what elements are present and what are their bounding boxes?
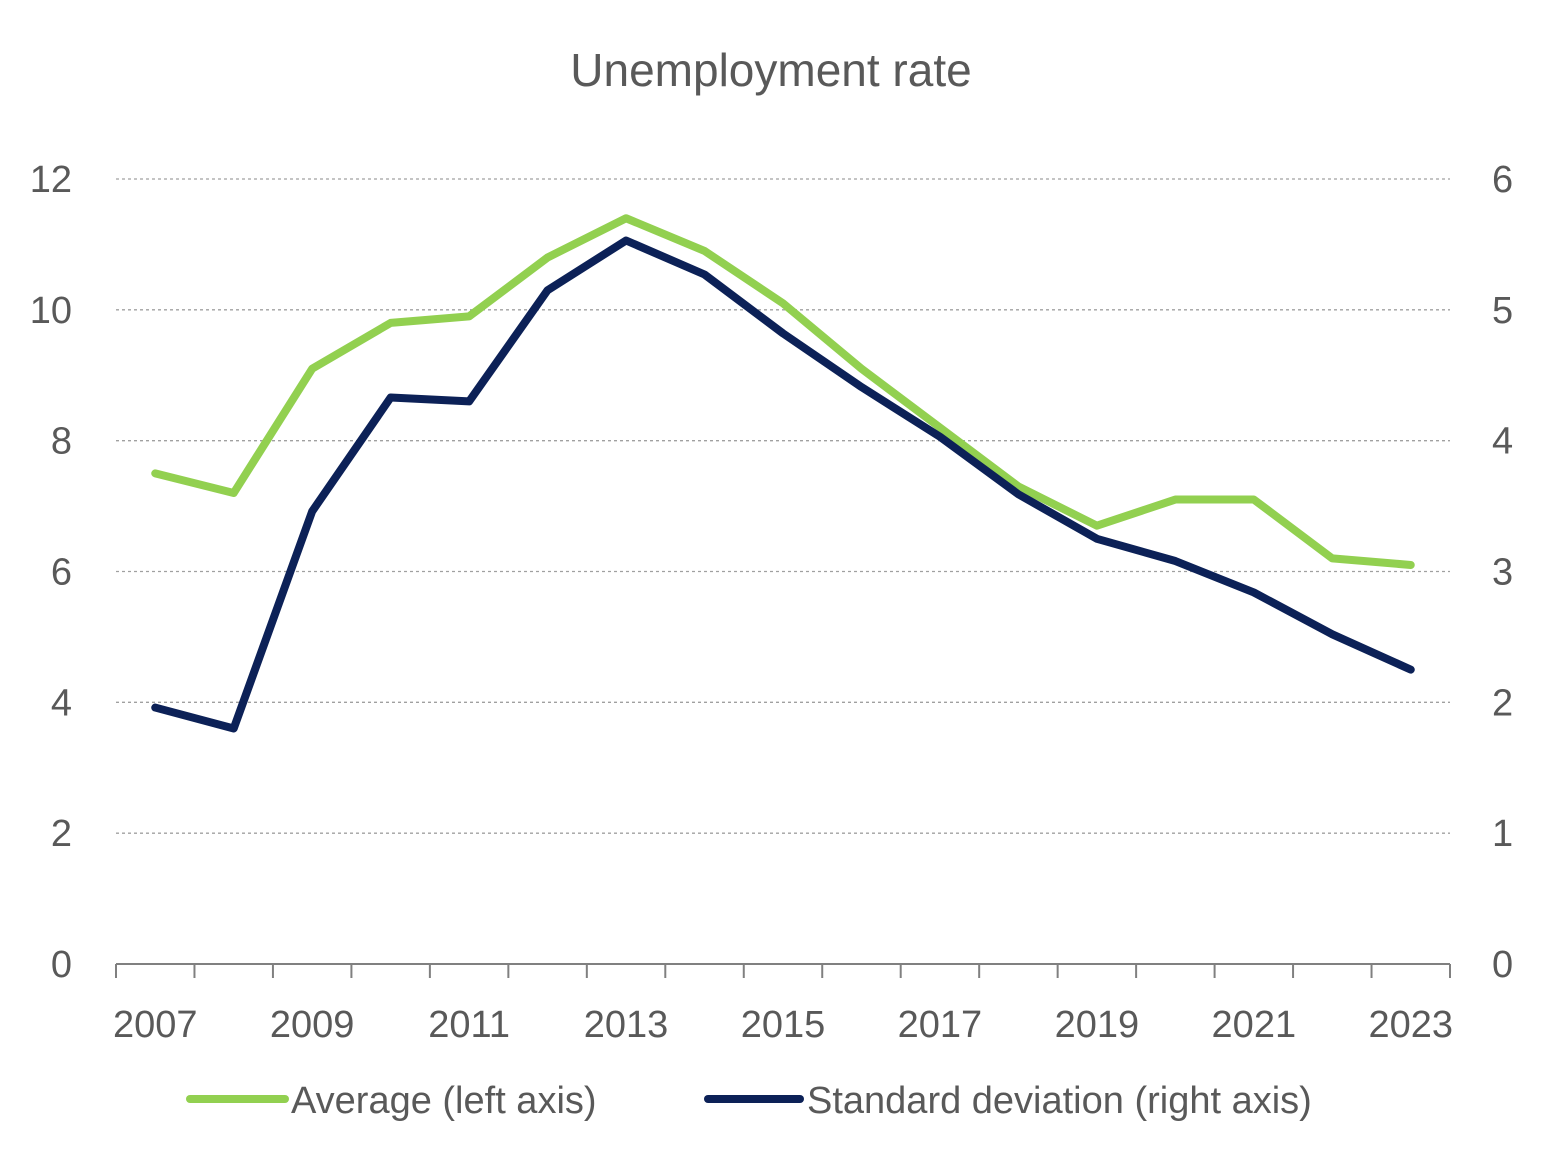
x-axis-tick-label: 2019	[1055, 1004, 1140, 1046]
chart-title: Unemployment rate	[570, 44, 971, 96]
x-axis-tick-label: 2007	[113, 1004, 198, 1046]
legend-label: Average (left axis)	[291, 1080, 597, 1122]
series-line-standard-deviation	[151, 236, 1415, 733]
legend-label: Standard deviation (right axis)	[807, 1080, 1312, 1122]
left-axis-tick-label: 8	[51, 421, 72, 463]
right-axis-tick-label: 0	[1492, 944, 1513, 986]
legend-item: Standard deviation (right axis)	[704, 1080, 1312, 1122]
series-line-average	[151, 214, 1415, 569]
x-axis-tick-label: 2009	[270, 1004, 355, 1046]
left-axis-tick-label: 10	[30, 290, 72, 332]
right-axis-tick-label: 3	[1492, 552, 1513, 594]
left-axis-tick-label: 12	[30, 159, 72, 201]
right-axis-tick-label: 6	[1492, 159, 1513, 201]
x-axis-tick-label: 2021	[1212, 1004, 1297, 1046]
x-axis-tick-label: 2013	[584, 1004, 669, 1046]
x-axis-tick-label: 2011	[428, 1004, 510, 1046]
left-axis-tick-label: 2	[51, 813, 72, 855]
x-axis-tick-label: 2015	[741, 1004, 826, 1046]
right-axis-tick-label: 1	[1492, 813, 1513, 855]
right-axis-tick-label: 4	[1492, 421, 1513, 463]
left-axis-tick-label: 4	[51, 682, 72, 724]
left-axis-tick-label: 0	[51, 944, 72, 986]
right-axis-tick-label: 2	[1492, 682, 1513, 724]
right-axis-tick-label: 5	[1492, 290, 1513, 332]
legend-item: Average (left axis)	[186, 1080, 597, 1122]
x-axis-tick-label: 2023	[1368, 1004, 1453, 1046]
left-axis-tick-label: 6	[51, 552, 72, 594]
x-axis-tick-label: 2017	[898, 1004, 983, 1046]
